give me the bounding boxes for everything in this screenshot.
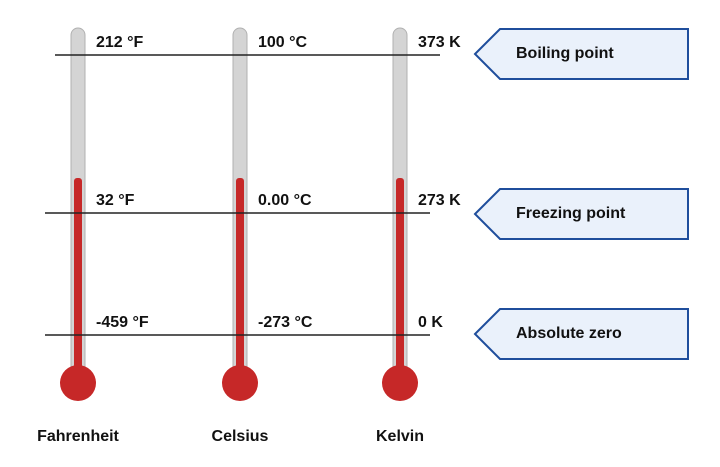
point-tag [473,308,689,360]
scale-name: Fahrenheit [37,428,119,445]
reading: 373 K [418,34,461,51]
bulb [382,365,418,401]
scale-name: Kelvin [376,428,424,445]
bulb [222,365,258,401]
mercury [236,178,244,373]
scale-name: Celsius [212,428,269,445]
bulb [60,365,96,401]
point-label: Absolute zero [516,325,622,342]
reading: -459 °F [96,314,149,331]
reading: 0 K [418,314,443,331]
reading: 212 °F [96,34,144,51]
mercury [74,178,82,373]
point-label: Boiling point [516,45,614,62]
mercury [396,178,404,373]
reading: -273 °C [258,314,313,331]
reading: 100 °C [258,34,308,51]
reading: 0.00 °C [258,192,312,209]
point-tag [473,188,689,240]
point-tag [473,28,689,80]
reading: 32 °F [96,192,135,209]
point-label: Freezing point [516,205,626,222]
reading: 273 K [418,192,461,209]
